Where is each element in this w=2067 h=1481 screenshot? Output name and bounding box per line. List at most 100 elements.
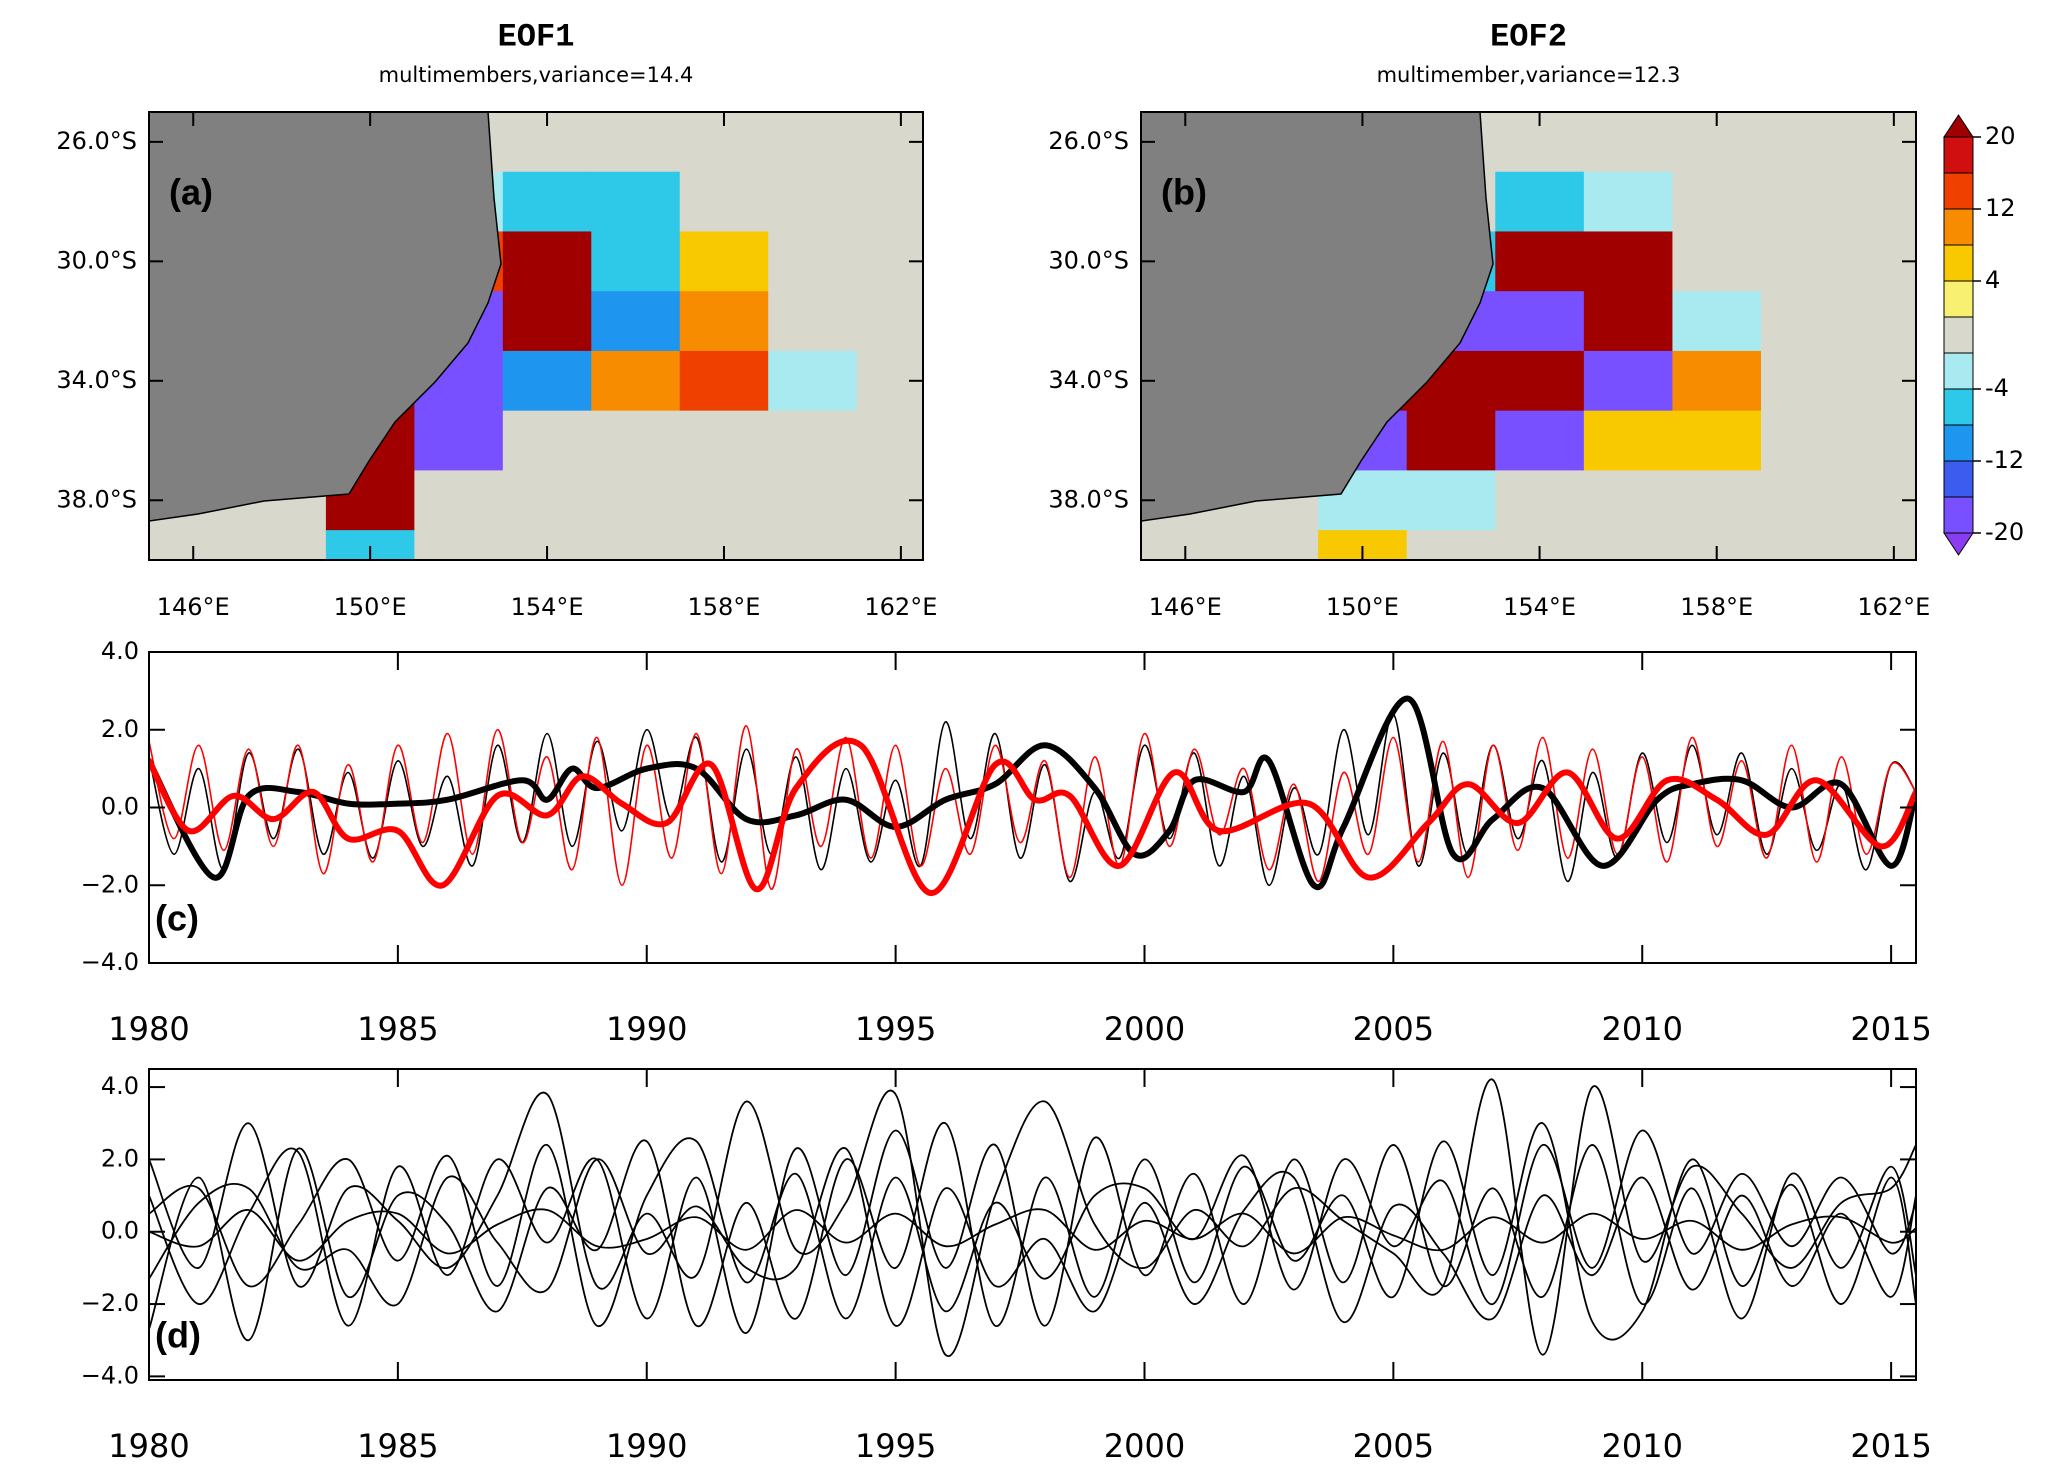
x-tick-label: 154°E [1503, 593, 1576, 621]
x-tick-label: 2005 [1353, 1427, 1434, 1465]
x-tick-label: 162°E [1857, 593, 1930, 621]
colorbar-segment [1943, 460, 1974, 498]
map-frame [1140, 111, 1917, 561]
field-cell [856, 171, 923, 232]
field-cell [1761, 291, 1851, 352]
x-tick-label: 162°E [864, 593, 937, 621]
map-field [1141, 112, 1916, 560]
x-tick-label: 2000 [1104, 1427, 1185, 1465]
colorbar-segment [1943, 244, 1974, 282]
colorbar-label: 4 [1985, 266, 2000, 294]
field-cell [679, 410, 769, 471]
field-cell [1583, 171, 1673, 232]
panel-label: (c) [155, 898, 199, 939]
y-tick-label: −2.0 [81, 870, 139, 898]
field-cell [1495, 231, 1585, 292]
field-cell [1583, 350, 1673, 412]
x-tick-label: 2015 [1850, 1427, 1931, 1465]
field-cell [1583, 112, 1673, 173]
colorbar-segment [1943, 136, 1974, 174]
field-cell [1495, 470, 1585, 531]
colorbar-label: -4 [1985, 374, 2009, 402]
field-cell [502, 410, 592, 471]
series-line [149, 737, 1916, 897]
x-tick-label: 2010 [1602, 1010, 1683, 1048]
colorbar-end [1943, 114, 1974, 138]
field-cell [1761, 410, 1851, 471]
colorbar-label: 20 [1985, 122, 2016, 150]
field-cell [679, 231, 769, 292]
field-cell [1761, 530, 1851, 560]
field-cell [856, 530, 923, 560]
y-tick-label: 34.0°S [1048, 366, 1129, 394]
y-tick-label: 26.0°S [56, 127, 137, 155]
field-cell [1495, 291, 1585, 352]
y-tick-label: 38.0°S [1048, 485, 1129, 513]
plot-area [149, 1078, 1916, 1358]
colorbar-segment [1943, 316, 1974, 354]
field-cell [768, 171, 858, 232]
x-tick-label: 1995 [855, 1010, 936, 1048]
x-tick-label: 1990 [606, 1427, 687, 1465]
series-line [149, 1078, 1916, 1358]
plot-frame [148, 1068, 1917, 1381]
field-cell [1495, 171, 1585, 232]
y-tick-label: 4.0 [101, 637, 139, 665]
y-tick-label: 0.0 [101, 793, 139, 821]
x-tick-label: 1995 [855, 1427, 936, 1465]
series-line [149, 1122, 1916, 1342]
field-cell [768, 112, 858, 173]
y-tick-label: 2.0 [101, 715, 139, 743]
colorbar-label: -20 [1985, 518, 2024, 546]
field-cell [1583, 530, 1673, 560]
field-cell [768, 231, 858, 292]
y-tick-label: −4.0 [81, 1361, 139, 1389]
plot-area [149, 695, 1916, 897]
field-cell [679, 350, 769, 412]
panel-label: (a) [169, 172, 213, 213]
field-cell [1672, 231, 1762, 292]
field-cell [679, 171, 769, 232]
colorbar-segment [1943, 424, 1974, 462]
field-cell [414, 410, 504, 471]
field-cell [679, 291, 769, 352]
x-tick-label: 2010 [1602, 1427, 1683, 1465]
x-tick-label: 1980 [108, 1010, 189, 1048]
panel-title: EOF1 [498, 18, 575, 55]
series-line [149, 713, 1916, 887]
series-line [149, 725, 1916, 890]
x-tick-label: 1980 [108, 1427, 189, 1465]
field-cell [591, 171, 681, 232]
field-cell [768, 470, 858, 531]
field-cell [1761, 350, 1851, 412]
field-cell [591, 350, 681, 412]
field-cell [1583, 231, 1673, 292]
panel-label: (b) [1161, 172, 1207, 213]
field-cell [502, 231, 592, 292]
x-tick-label: 150°E [1326, 593, 1399, 621]
field-cell [1761, 470, 1851, 531]
field-cell [1761, 231, 1851, 292]
colorbar-segment [1943, 388, 1974, 426]
field-cell [679, 470, 769, 531]
field-cell [591, 470, 681, 531]
field-cell [414, 470, 504, 531]
y-tick-label: −2.0 [81, 1289, 139, 1317]
series-line [149, 695, 1916, 891]
colorbar-end [1943, 532, 1974, 556]
field-cell [502, 171, 592, 232]
field-cell [1849, 171, 1916, 232]
field-cell [1672, 291, 1762, 352]
series-line [149, 1208, 1916, 1262]
colorbar-segment [1943, 352, 1974, 390]
field-cell [768, 291, 858, 352]
field-cell [414, 530, 504, 560]
field-cell [856, 350, 923, 412]
y-tick-label: 0.0 [101, 1217, 139, 1245]
panel-label: (d) [155, 1315, 201, 1356]
field-cell [1672, 410, 1762, 471]
colorbar-segment [1943, 496, 1974, 534]
y-tick-label: 38.0°S [56, 485, 137, 513]
field-cell [856, 410, 923, 471]
